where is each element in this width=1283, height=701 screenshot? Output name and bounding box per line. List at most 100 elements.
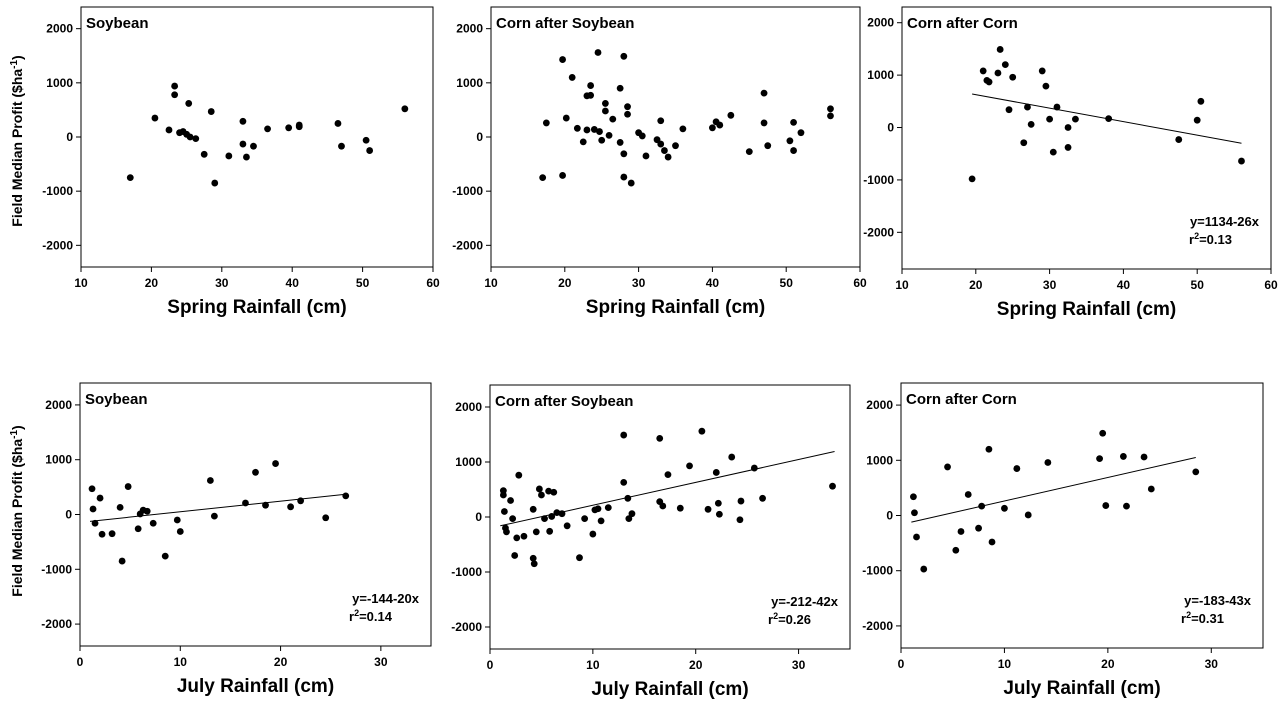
plot-frame: [490, 6, 861, 268]
data-point: [994, 69, 1002, 77]
data-point: [715, 510, 723, 518]
r-letter: r: [1189, 232, 1194, 247]
y-tick-label: -2000: [41, 617, 72, 631]
data-point: [1001, 61, 1009, 69]
r-squared-value: =0.26: [778, 612, 811, 627]
x-tick-label: 40: [1117, 278, 1131, 292]
data-point: [920, 565, 928, 573]
data-point: [587, 91, 595, 99]
data-point: [985, 78, 993, 86]
data-point: [1102, 502, 1110, 509]
data-point: [1119, 453, 1127, 460]
y-axis-label-close: ): [9, 55, 25, 60]
data-point: [661, 147, 668, 154]
data-point: [1049, 148, 1057, 156]
panel-title: Corn after Corn: [906, 391, 1017, 408]
data-point: [529, 505, 537, 513]
y-axis-label-close: ): [9, 425, 25, 430]
data-point: [1001, 504, 1008, 512]
data-point: [672, 142, 679, 150]
y-axis-label-main: Field Median Profit ($ha: [9, 69, 25, 227]
data-point: [764, 142, 772, 150]
y-tick-label: 1000: [866, 453, 893, 467]
data-point: [736, 516, 744, 524]
data-point: [745, 148, 753, 156]
y-tick-label: 2000: [455, 400, 482, 414]
y-tick-label: 1000: [455, 455, 482, 469]
data-point: [604, 504, 612, 512]
x-tick-label: 20: [145, 276, 159, 290]
data-point: [1105, 115, 1113, 123]
data-point: [913, 533, 920, 541]
x-tick-label: 20: [558, 276, 572, 290]
panel-title: Corn after Soybean: [495, 393, 633, 410]
y-axis-label-bottom: Field Median Profit ($ha-1): [9, 425, 25, 596]
x-tick-label: 10: [998, 657, 1012, 671]
data-point: [88, 485, 96, 493]
data-point: [579, 138, 587, 146]
data-point: [625, 515, 633, 523]
data-point: [342, 492, 350, 500]
data-point: [624, 494, 632, 502]
x-tick-label: 60: [1264, 278, 1278, 292]
data-point: [1020, 139, 1028, 147]
x-tick-label: 60: [426, 276, 440, 290]
data-point: [513, 534, 521, 542]
data-point: [541, 515, 548, 523]
data-point: [760, 119, 768, 127]
data-point: [620, 52, 628, 60]
data-point: [704, 505, 712, 513]
data-point: [979, 67, 987, 75]
panel-corn-after-soybean-july: -2000 -1000 0 1000 2000 0 10 20 30 Corn after Soy…: [451, 384, 851, 700]
data-point: [759, 494, 766, 502]
data-point: [264, 125, 271, 133]
data-point: [581, 515, 589, 523]
data-point: [964, 491, 972, 498]
y-tick-label: 0: [65, 508, 72, 522]
data-point: [797, 129, 805, 137]
data-point: [116, 503, 124, 511]
data-point: [149, 519, 157, 527]
data-point: [996, 46, 1004, 53]
y-tick-label: -2000: [451, 620, 482, 634]
y-tick-label: 0: [476, 130, 483, 144]
data-point: [988, 538, 996, 546]
panel-soybean-july: -2000 -1000 0 1000 2000 0 10 20 30 Soybean July Ra…: [41, 382, 432, 697]
y-tick-label: 2000: [456, 22, 483, 36]
data-point: [297, 497, 305, 505]
y-axis-label-sup: -1: [9, 430, 20, 439]
data-point: [601, 107, 609, 115]
data-point: [503, 528, 510, 536]
data-point: [239, 140, 247, 148]
data-point: [910, 493, 917, 501]
data-point: [242, 499, 249, 507]
data-point: [252, 468, 259, 476]
data-point: [616, 139, 624, 146]
x-tick-label: 0: [898, 657, 905, 671]
data-point: [161, 552, 169, 560]
data-point: [546, 527, 554, 535]
data-point: [171, 91, 179, 99]
data-point: [679, 125, 687, 133]
data-point: [539, 174, 547, 182]
y-tick-label: 2000: [866, 398, 893, 412]
data-point: [1046, 115, 1053, 123]
data-point: [624, 110, 631, 118]
data-point: [1044, 459, 1052, 466]
data-point: [558, 510, 566, 518]
x-tick-label: 0: [77, 655, 84, 669]
data-point: [91, 519, 99, 527]
y-tick-label: -2000: [42, 238, 73, 252]
data-point: [656, 434, 664, 442]
data-point: [657, 117, 665, 125]
data-point: [576, 554, 583, 562]
x-tick-label: 10: [174, 655, 188, 669]
data-point: [620, 431, 628, 439]
data-point: [1064, 144, 1072, 151]
data-point: [944, 463, 951, 471]
r-superscript: 2: [1186, 610, 1191, 620]
panel-title: Soybean: [86, 15, 149, 32]
data-point: [151, 114, 159, 122]
x-tick-label: 40: [706, 276, 720, 290]
data-point: [594, 49, 602, 56]
